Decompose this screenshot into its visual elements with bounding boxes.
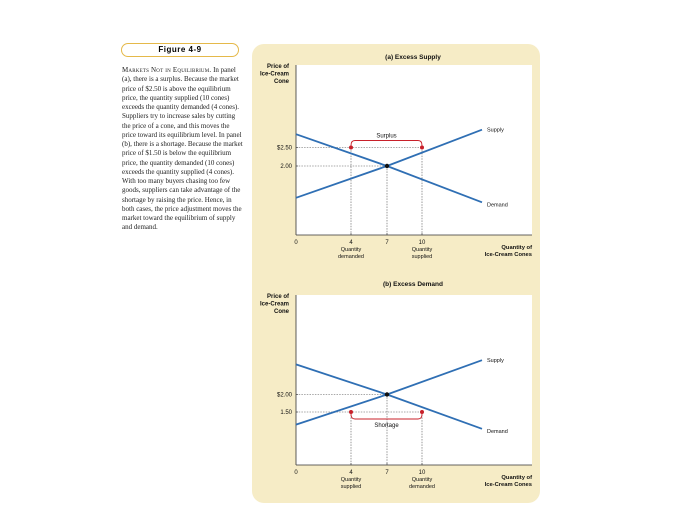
x-tick-sublabel: demanded xyxy=(338,254,364,260)
x-axis-label: Ice-Cream Cones xyxy=(485,482,532,488)
x-tick-label: 10 xyxy=(419,470,426,476)
chart-title: (b) Excess Demand xyxy=(383,281,443,288)
x-tick-sublabel: Quantity xyxy=(341,477,362,483)
y-axis-label: Cone xyxy=(274,309,290,315)
market-point xyxy=(349,145,353,150)
equilibrium-point xyxy=(384,163,390,169)
equilibrium-point xyxy=(384,392,390,397)
x-axis-label: Ice-Cream Cones xyxy=(485,252,532,258)
figure-label: Figure 4-9 xyxy=(121,43,239,57)
x-tick-label: 0 xyxy=(294,240,298,246)
y-tick-label: 1.50 xyxy=(280,410,292,416)
y-axis-label: Price of xyxy=(267,294,290,300)
y-axis-label: Price of xyxy=(267,64,290,70)
y-tick-label: $2.00 xyxy=(277,393,293,399)
y-axis-label: Cone xyxy=(274,79,290,85)
x-axis-label: Quantity of xyxy=(501,245,532,251)
market-point xyxy=(349,410,353,414)
x-tick-label: 7 xyxy=(385,470,389,476)
x-tick-sublabel: supplied xyxy=(341,484,362,490)
demand-label: Demand xyxy=(487,202,508,208)
surplus-bracket xyxy=(350,140,423,146)
caption-body: In panel (a), there is a surplus. Becaus… xyxy=(122,66,243,232)
shortage-label: Shortage xyxy=(374,423,399,429)
market-point xyxy=(420,145,424,150)
x-tick-label: 7 xyxy=(385,240,389,246)
x-axis-label: Quantity of xyxy=(501,475,532,481)
x-tick-label: 4 xyxy=(349,470,353,476)
y-axis-label: Ice-Cream xyxy=(260,302,289,308)
x-tick-sublabel: Quantity xyxy=(412,247,433,253)
shortage-bracket xyxy=(350,413,423,420)
y-axis-label: Ice-Cream xyxy=(260,72,289,78)
figure-caption: Markets Not in Equilibrium. In panel (a)… xyxy=(122,66,244,233)
supply-label: Supply xyxy=(487,358,504,364)
x-tick-label: 0 xyxy=(294,470,298,476)
surplus-label: Surplus xyxy=(376,134,396,140)
y-tick-label: 2.00 xyxy=(280,164,292,170)
plot-area xyxy=(296,65,532,235)
x-tick-sublabel: demanded xyxy=(409,484,435,490)
y-tick-label: $2.50 xyxy=(277,146,293,152)
supply-label: Supply xyxy=(487,128,504,134)
caption-heading: Markets Not in Equilibrium. xyxy=(122,66,212,74)
x-tick-sublabel: Quantity xyxy=(412,477,433,483)
x-tick-label: 4 xyxy=(349,240,353,246)
x-tick-sublabel: supplied xyxy=(412,254,433,260)
chart-title: (a) Excess Supply xyxy=(385,54,441,61)
x-tick-sublabel: Quantity xyxy=(341,247,362,253)
x-tick-label: 10 xyxy=(419,240,426,246)
plot-area xyxy=(296,295,532,465)
market-point xyxy=(420,410,424,414)
demand-label: Demand xyxy=(487,429,508,435)
